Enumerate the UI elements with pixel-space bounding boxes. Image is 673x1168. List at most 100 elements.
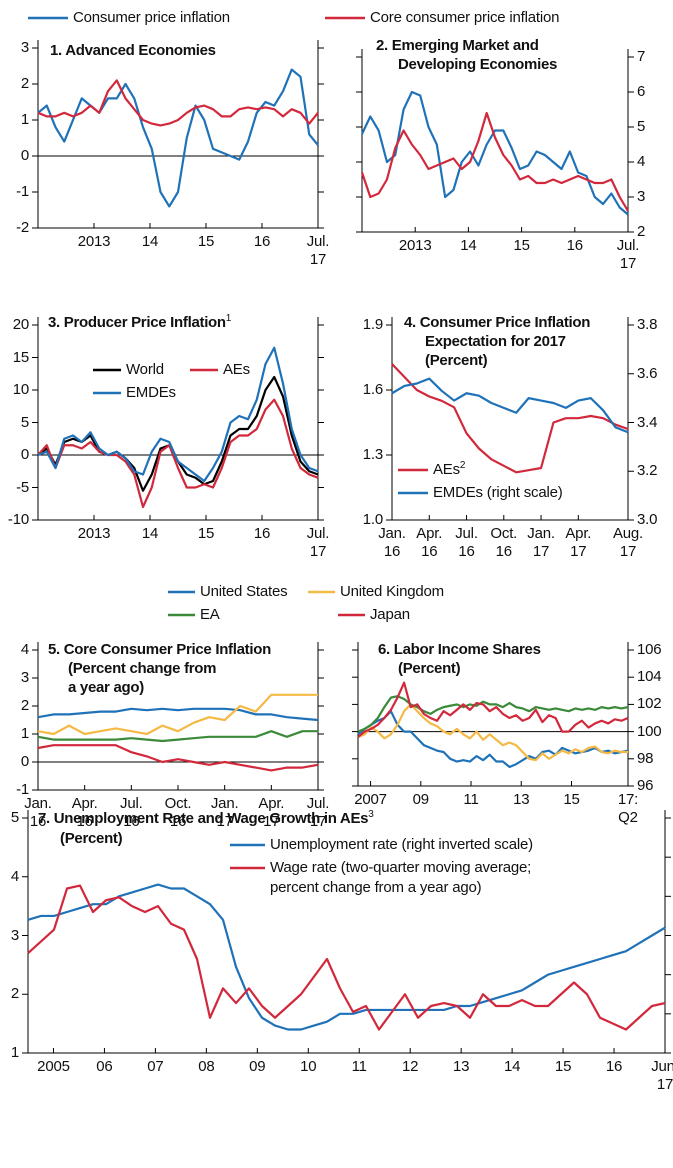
y-tick-label: 0 xyxy=(20,147,29,164)
series-line xyxy=(37,730,318,743)
y-tick-label: -1 xyxy=(16,183,29,200)
panel-title: 5. Core Consumer Price Inflation (Percen… xyxy=(48,640,271,697)
x-tick-label: 13 xyxy=(513,791,530,808)
x-tick-label: 13 xyxy=(453,1058,470,1075)
x-tick-label: Jul. 17 xyxy=(306,233,330,268)
legend-label: Japan xyxy=(370,605,410,625)
x-tick-label: 2013 xyxy=(77,233,111,250)
x-tick-label: Oct. 16 xyxy=(490,525,518,560)
y-tick-label: 106 xyxy=(637,641,662,658)
x-tick-label: 2013 xyxy=(398,237,432,254)
y-tick-label: -2 xyxy=(16,219,29,236)
series-line xyxy=(37,693,318,736)
x-tick-label: Jan. 17 xyxy=(210,795,239,830)
series-line xyxy=(37,375,319,492)
x-tick-label: 15 xyxy=(563,791,580,808)
x-tick-label: Jan. 16 xyxy=(378,525,406,560)
x-tick-label: 15 xyxy=(197,525,215,542)
x-tick-label: 16 xyxy=(566,237,584,254)
panel-title-text: 3. Producer Price Inflation xyxy=(48,314,226,331)
x-tick-label: 11 xyxy=(351,1058,367,1075)
legend-label: AEs xyxy=(223,360,250,380)
x-tick-label: 2013 xyxy=(77,525,111,542)
title-note: 3 xyxy=(368,809,374,820)
legend-text: Japan xyxy=(370,606,410,623)
x-tick-label: 08 xyxy=(198,1058,215,1075)
series-line xyxy=(37,68,319,208)
legend-text: Wage rate (two-quarter moving average; p… xyxy=(270,859,532,896)
panel-title: 1. Advanced Economies xyxy=(50,41,216,60)
legend-label: World xyxy=(126,360,164,380)
series-line xyxy=(361,90,629,216)
x-tick-label: 12 xyxy=(402,1058,419,1075)
x-tick-label: Jul. 17 xyxy=(306,525,330,560)
x-tick-label: Aug. 17 xyxy=(612,525,644,560)
y-tick-label: 1 xyxy=(20,111,29,128)
x-tick-label: Apr. 17 xyxy=(565,525,592,560)
y-tick-label: 6 xyxy=(637,83,646,100)
y-tick-label: 0 xyxy=(20,753,29,770)
legend-text: EMDEs (right scale) xyxy=(433,484,563,501)
panel-title-text: 6. Labor Income Shares (Percent) xyxy=(378,641,541,677)
panel-title-text: 1. Advanced Economies xyxy=(50,42,216,59)
panel-title-text: 2. Emerging Market and Developing Econom… xyxy=(376,37,558,73)
legend-label: Core consumer price inflation xyxy=(370,8,559,28)
y-tick-label: 100 xyxy=(637,722,662,740)
series-line xyxy=(37,398,319,509)
legend-label: United States xyxy=(200,582,288,602)
panel-title-text: 4. Consumer Price Inflation Expectation … xyxy=(404,314,591,369)
series-line xyxy=(391,377,629,434)
x-tick-label: Apr. 17 xyxy=(258,795,285,830)
legend-label: Consumer price inflation xyxy=(73,8,230,28)
panel-title-text: 7. Unemployment Rate and Wage Growth in … xyxy=(38,810,369,827)
x-tick-label: 16 xyxy=(605,1058,623,1075)
y-tick-label: 1 xyxy=(20,725,29,742)
y-tick-label: 3.4 xyxy=(637,413,658,431)
panel-subtitle: (Percent) xyxy=(60,830,123,847)
x-tick-label: Apr. 16 xyxy=(71,795,98,830)
y-tick-label: 2 xyxy=(20,697,29,714)
panel-title: 2. Emerging Market and Developing Econom… xyxy=(376,36,557,74)
y-tick-label: 1.9 xyxy=(362,316,383,333)
y-tick-label: -10 xyxy=(7,511,29,528)
y-tick-label: 2 xyxy=(20,75,29,92)
legend-text: Consumer price inflation xyxy=(73,9,230,26)
y-tick-label: 5 xyxy=(637,118,646,135)
y-tick-label: 1.6 xyxy=(362,381,383,398)
legend-text: World xyxy=(126,361,164,378)
x-tick-label: 09 xyxy=(249,1058,266,1075)
x-tick-label: 16 xyxy=(253,525,271,542)
y-tick-label: 5 xyxy=(10,809,19,826)
y-tick-label: 102 xyxy=(637,695,662,713)
y-tick-label: 3 xyxy=(20,669,29,686)
x-tick-label: 15 xyxy=(554,1058,572,1075)
y-tick-label: 3 xyxy=(637,188,646,205)
series-line xyxy=(357,681,629,738)
series-line xyxy=(27,883,666,1031)
x-tick-label: Jun. 17 xyxy=(651,1058,673,1093)
panel-title: 4. Consumer Price Inflation Expectation … xyxy=(404,313,590,370)
y-tick-label: 2 xyxy=(10,985,19,1003)
title-note: 1 xyxy=(225,313,232,324)
x-tick-label: Jul. 17 xyxy=(616,237,640,272)
y-tick-label: 3.6 xyxy=(637,364,658,382)
x-tick-label: Jan. 17 xyxy=(527,525,555,560)
series-line xyxy=(37,744,319,772)
series-line xyxy=(357,695,629,733)
series-line xyxy=(27,884,666,1031)
legend-text: Unemployment rate (right inverted scale) xyxy=(270,836,533,853)
series-line xyxy=(357,710,629,769)
legend-text: EMDEs xyxy=(126,384,176,401)
legend-text: United Kingdom xyxy=(340,583,444,600)
y-tick-label: 0 xyxy=(20,446,29,463)
y-tick-label: 3 xyxy=(10,926,19,944)
legend-text: EA xyxy=(200,606,220,623)
y-tick-label: 3 xyxy=(20,39,29,56)
series-line xyxy=(360,111,629,212)
legend-text: AEs xyxy=(223,361,250,378)
x-tick-label: 14 xyxy=(141,233,159,250)
legend-text: AEs xyxy=(433,461,460,478)
legend-label: United Kingdom xyxy=(340,582,444,602)
y-tick-label: -5 xyxy=(16,478,29,496)
